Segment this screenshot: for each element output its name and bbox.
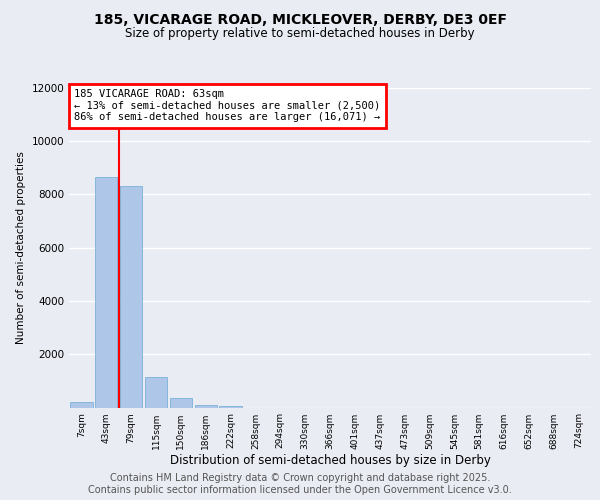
Y-axis label: Number of semi-detached properties: Number of semi-detached properties xyxy=(16,151,26,344)
Bar xyxy=(194,404,217,407)
Bar xyxy=(120,186,142,408)
Bar xyxy=(70,402,92,407)
Text: 185, VICARAGE ROAD, MICKLEOVER, DERBY, DE3 0EF: 185, VICARAGE ROAD, MICKLEOVER, DERBY, D… xyxy=(94,12,506,26)
Bar xyxy=(95,177,118,408)
Text: Contains HM Land Registry data © Crown copyright and database right 2025.
Contai: Contains HM Land Registry data © Crown c… xyxy=(88,474,512,495)
Bar xyxy=(220,406,242,407)
X-axis label: Distribution of semi-detached houses by size in Derby: Distribution of semi-detached houses by … xyxy=(170,454,490,468)
Bar xyxy=(170,398,192,407)
Bar xyxy=(145,377,167,408)
Text: 185 VICARAGE ROAD: 63sqm
← 13% of semi-detached houses are smaller (2,500)
86% o: 185 VICARAGE ROAD: 63sqm ← 13% of semi-d… xyxy=(74,89,380,122)
Text: Size of property relative to semi-detached houses in Derby: Size of property relative to semi-detach… xyxy=(125,28,475,40)
